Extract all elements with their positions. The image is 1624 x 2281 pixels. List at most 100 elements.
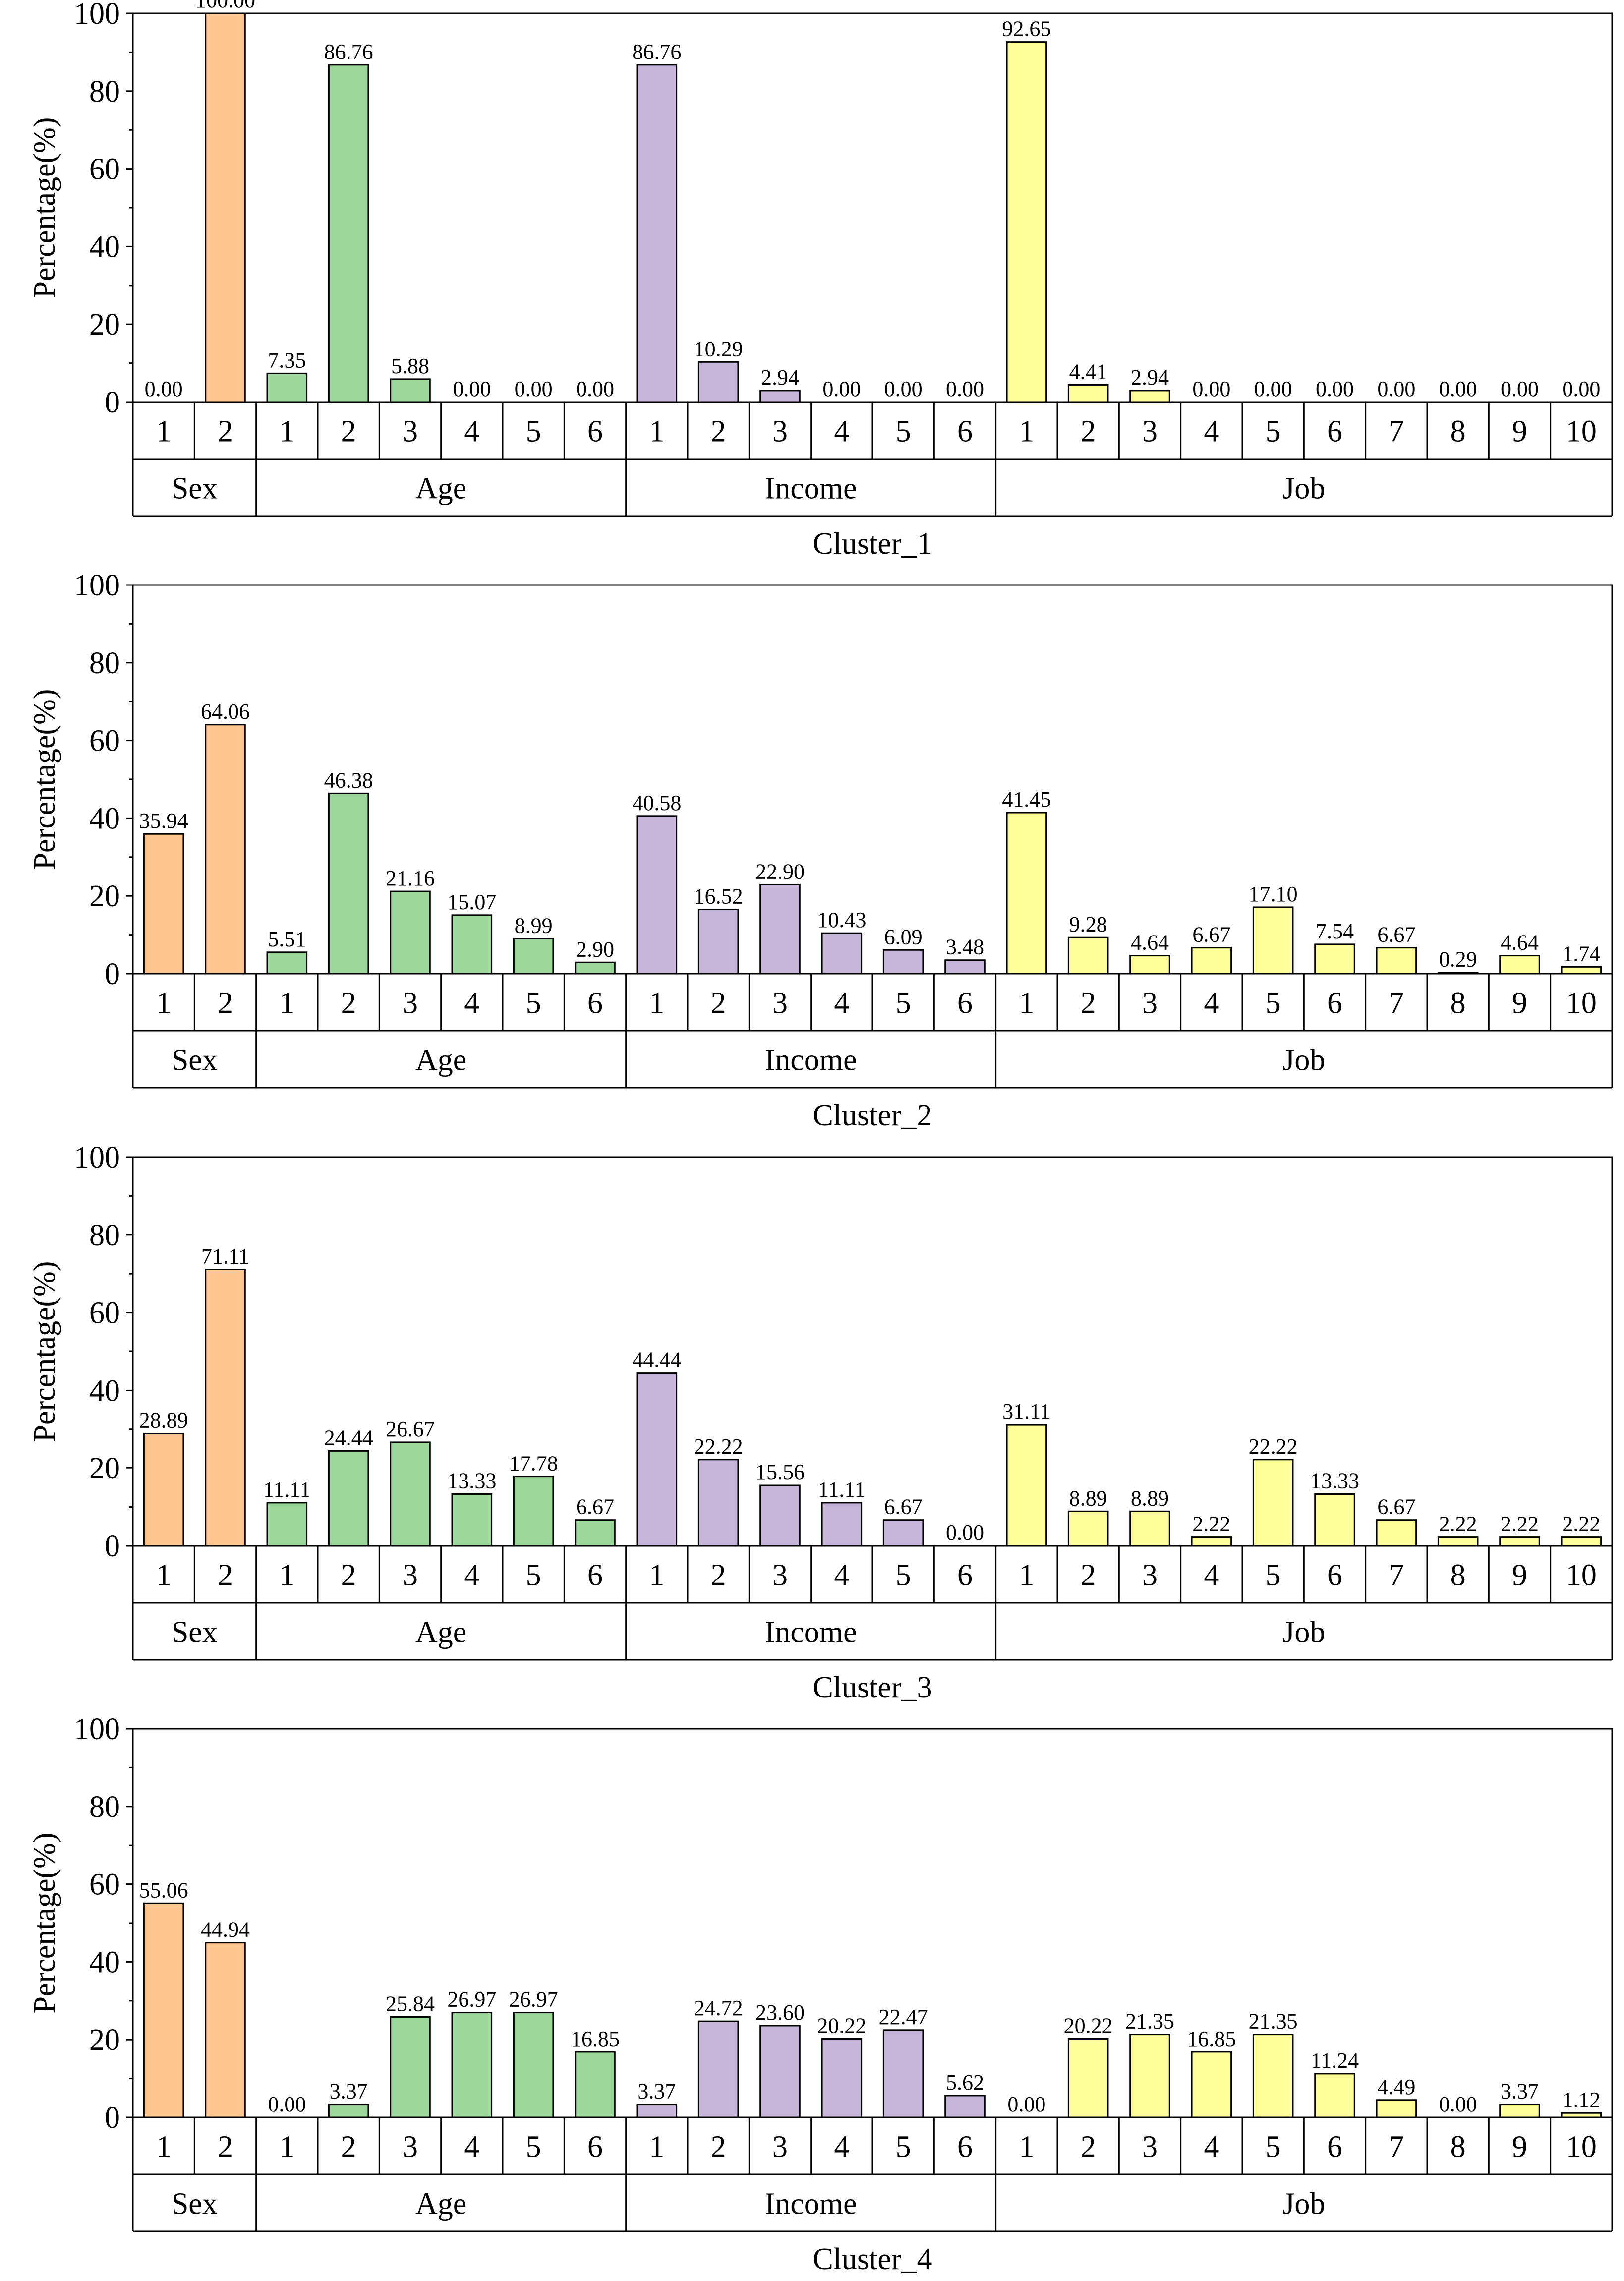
y-tick-label: 80 xyxy=(89,1219,120,1252)
bar-job-5 xyxy=(1252,906,1294,975)
x-tick-label: 1 xyxy=(156,1559,172,1592)
x-tick-label: 2 xyxy=(1081,987,1096,1020)
y-tick-label: 40 xyxy=(89,802,120,835)
bar-age-5 xyxy=(513,2012,554,2118)
bar-income-3 xyxy=(759,2025,801,2118)
y-tick-label: 20 xyxy=(89,308,120,342)
x-tick-label: 2 xyxy=(218,1559,233,1592)
data-label: 21.35 xyxy=(1249,2009,1298,2034)
data-label: 4.64 xyxy=(1131,931,1169,955)
bar-sex-2 xyxy=(205,1942,246,2118)
bar-age-4 xyxy=(451,2012,493,2118)
x-tick-label: 5 xyxy=(1266,1559,1281,1592)
bar-job-5 xyxy=(1252,2034,1294,2118)
bar-income-4 xyxy=(821,1502,863,1547)
x-tick-label: 6 xyxy=(957,415,973,449)
data-label: 8.99 xyxy=(515,914,553,938)
data-label: 26.67 xyxy=(386,1417,435,1441)
bar-income-1 xyxy=(636,64,678,403)
x-tick-label: 2 xyxy=(1081,415,1096,449)
x-tick-label: 5 xyxy=(1266,987,1281,1020)
x-tick-label: 1 xyxy=(279,415,294,449)
bar-age-3 xyxy=(390,890,431,975)
group-label-income: Income xyxy=(765,472,857,506)
group-label-job: Job xyxy=(1282,472,1325,506)
x-tick-label: 2 xyxy=(341,2130,356,2164)
data-label: 2.90 xyxy=(576,937,614,961)
data-label: 44.94 xyxy=(201,1918,250,1942)
bar-age-2 xyxy=(328,1450,369,1547)
data-label: 0.00 xyxy=(576,377,614,401)
bar-age-6 xyxy=(575,961,616,975)
bar-income-5 xyxy=(882,949,924,975)
data-label: 20.22 xyxy=(817,2013,866,2038)
data-label: 0.00 xyxy=(1562,377,1600,401)
bar-income-1 xyxy=(636,2104,678,2118)
data-label: 10.29 xyxy=(694,337,743,361)
y-axis-label: Percentage(%) xyxy=(28,1833,61,2014)
x-tick-label: 4 xyxy=(1204,2130,1219,2164)
data-label: 1.74 xyxy=(1562,941,1600,966)
data-label: 2.22 xyxy=(1192,1512,1230,1536)
x-tick-label: 2 xyxy=(341,987,356,1020)
chart-title: Cluster_3 xyxy=(812,1671,932,1704)
x-tick-label: 7 xyxy=(1389,987,1404,1020)
y-tick-label: 80 xyxy=(89,1790,120,1824)
data-label: 22.90 xyxy=(755,859,805,883)
x-tick-label: 1 xyxy=(1019,1559,1034,1592)
bar-income-5 xyxy=(882,2029,924,2118)
x-tick-label: 6 xyxy=(957,2130,973,2164)
data-label: 2.22 xyxy=(1562,1512,1600,1536)
data-label: 21.35 xyxy=(1125,2009,1174,2034)
data-label: 22.22 xyxy=(1249,1434,1298,1459)
data-label: 7.54 xyxy=(1316,919,1354,943)
data-label: 13.33 xyxy=(447,1468,496,1493)
data-label: 6.67 xyxy=(1377,923,1415,947)
data-label: 0.00 xyxy=(822,377,861,401)
bar-job-8 xyxy=(1437,972,1479,975)
data-label: 17.78 xyxy=(509,1452,558,1476)
bar-job-10 xyxy=(1561,966,1602,975)
data-label: 3.37 xyxy=(638,2079,676,2104)
bar-sex-1 xyxy=(143,833,184,975)
x-tick-label: 5 xyxy=(1266,415,1281,449)
bar-age-3 xyxy=(390,2016,431,2118)
data-label: 6.67 xyxy=(1377,1495,1415,1519)
bar-job-1 xyxy=(1006,1424,1047,1547)
y-tick-label: 20 xyxy=(89,2023,120,2057)
data-label: 23.60 xyxy=(755,2000,805,2025)
y-tick-label: 40 xyxy=(89,1945,120,1979)
x-tick-label: 4 xyxy=(464,987,479,1020)
group-label-job: Job xyxy=(1282,2187,1325,2221)
data-label: 0.00 xyxy=(946,1521,984,1545)
bar-job-1 xyxy=(1006,812,1047,975)
x-tick-label: 5 xyxy=(896,987,911,1020)
bar-job-6 xyxy=(1314,2073,1355,2118)
data-label: 0.00 xyxy=(268,2092,306,2116)
y-tick-label: 60 xyxy=(89,153,120,186)
bar-income-4 xyxy=(821,932,863,975)
data-label: 100.00 xyxy=(195,0,255,12)
bar-sex-2 xyxy=(205,724,246,975)
x-tick-label: 1 xyxy=(156,415,172,449)
bar-job-9 xyxy=(1499,2104,1540,2118)
bar-job-2 xyxy=(1067,1510,1109,1547)
data-label: 0.00 xyxy=(1439,2092,1477,2116)
bar-income-4 xyxy=(821,2038,863,2118)
x-tick-label: 3 xyxy=(772,2130,788,2164)
data-label: 46.38 xyxy=(324,768,373,792)
x-tick-label: 5 xyxy=(526,1559,541,1592)
group-label-income: Income xyxy=(765,1616,857,1649)
data-label: 7.35 xyxy=(268,348,306,372)
bar-job-6 xyxy=(1314,1493,1355,1547)
x-tick-label: 5 xyxy=(896,415,911,449)
bar-income-1 xyxy=(636,1372,678,1547)
x-tick-label: 4 xyxy=(1204,415,1219,449)
x-tick-label: 1 xyxy=(649,1559,664,1592)
data-label: 3.37 xyxy=(1501,2079,1539,2104)
bar-job-1 xyxy=(1006,41,1047,403)
data-label: 35.94 xyxy=(139,809,188,833)
y-tick-label: 60 xyxy=(89,1868,120,1902)
